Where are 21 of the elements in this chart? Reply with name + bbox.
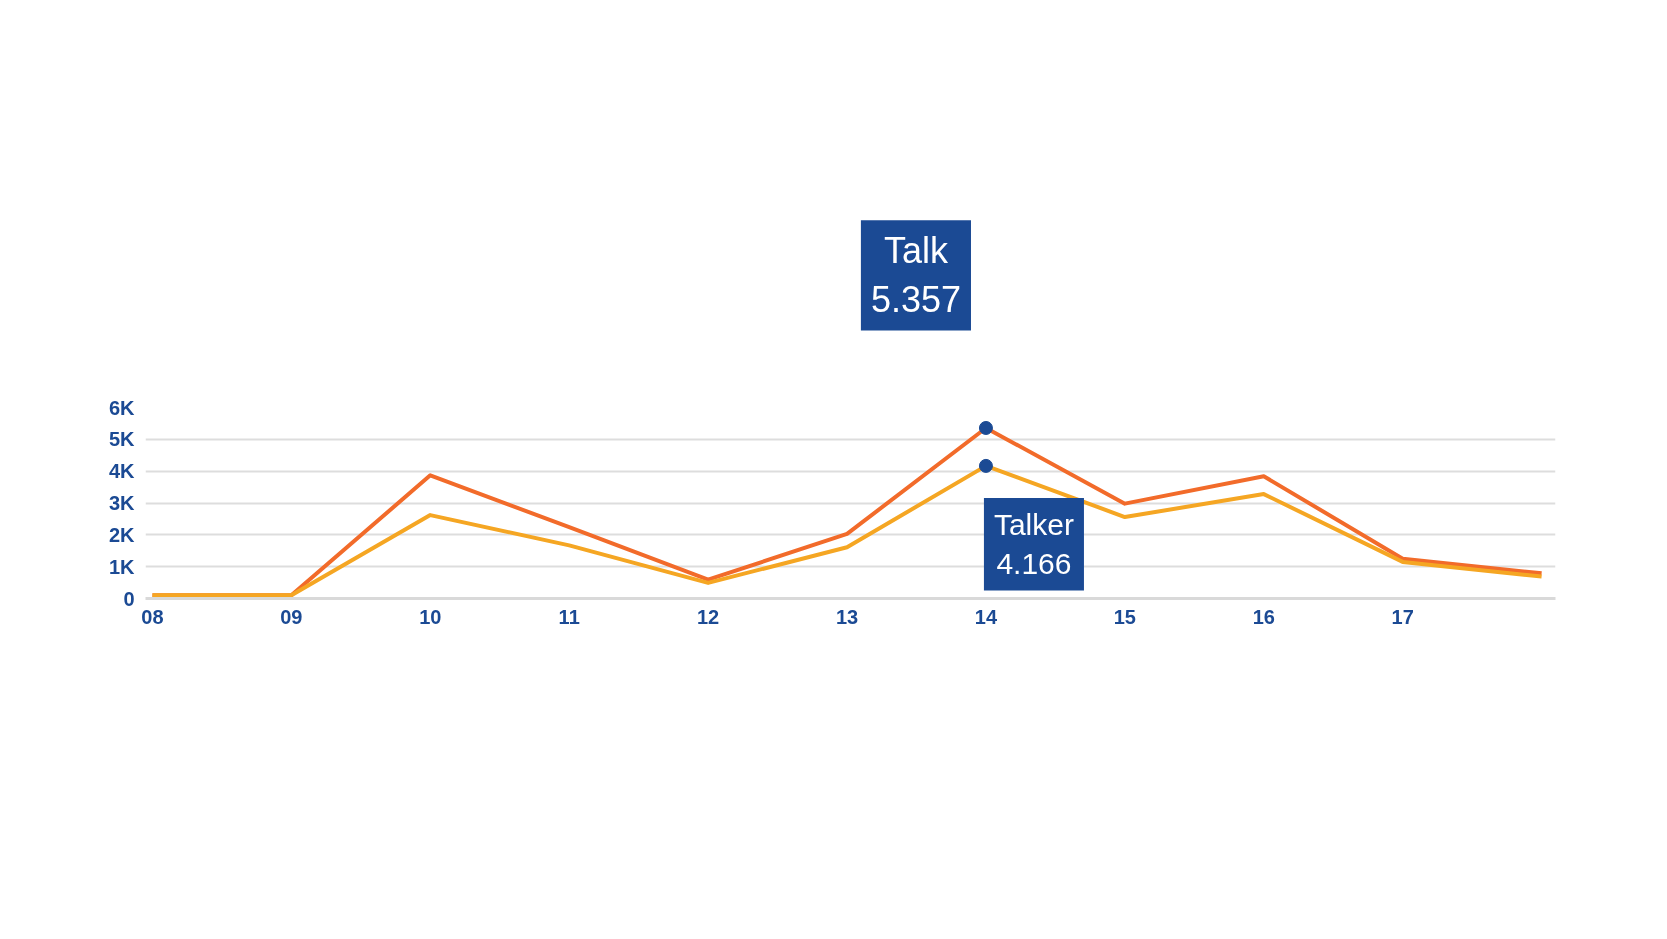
text: 5.357 bbox=[870, 279, 961, 321]
y-tick-label: 0 bbox=[123, 587, 135, 610]
x-tick-label: 12 bbox=[696, 605, 720, 628]
y-tick-label: 6K bbox=[108, 396, 136, 419]
y-tick-label: 4K bbox=[108, 460, 136, 483]
x-tick-label: 17 bbox=[1391, 605, 1414, 628]
y-tick-label: 5K bbox=[108, 428, 136, 451]
x-tick-label: 08 bbox=[141, 605, 164, 628]
x-tick-label: 09 bbox=[280, 605, 303, 628]
x-tick-label: 15 bbox=[1113, 605, 1136, 628]
text: Talk bbox=[883, 230, 949, 272]
y-tick-label: 2K bbox=[108, 523, 136, 546]
x-tick-label: 16 bbox=[1252, 605, 1275, 628]
series-label: Talker bbox=[993, 507, 1074, 541]
x-tick-label: 14 bbox=[974, 605, 998, 628]
x-tick-label: 13 bbox=[835, 605, 859, 628]
x-tick-label: 11 bbox=[558, 605, 580, 628]
y-tick-label: 3K bbox=[108, 492, 136, 514]
x-tick-label: 10 bbox=[419, 605, 442, 628]
y-tick-label: 1K bbox=[108, 555, 136, 578]
annotation: 4.166 bbox=[996, 547, 1072, 581]
